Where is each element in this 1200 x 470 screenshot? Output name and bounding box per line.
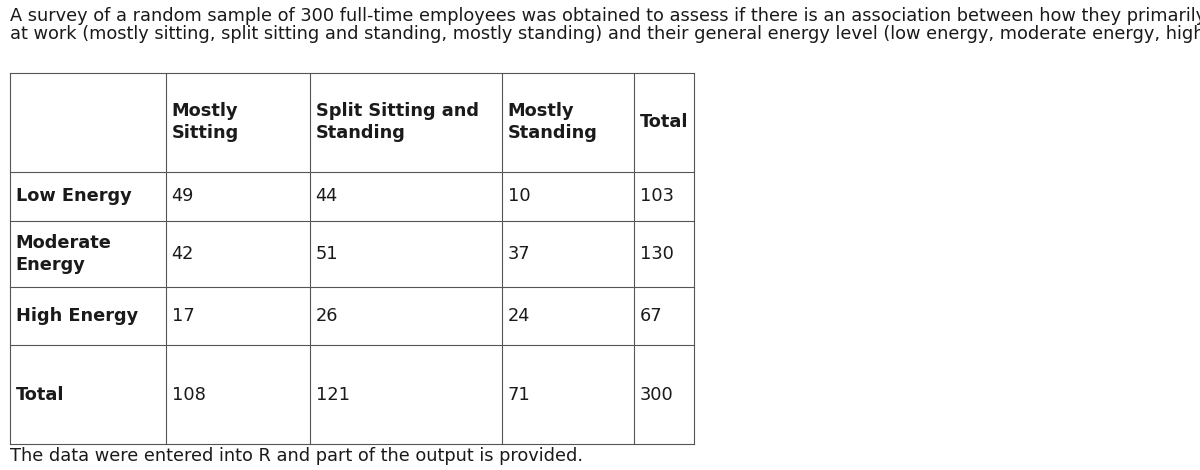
Text: 49: 49 <box>172 187 194 205</box>
Text: The data were entered into R and part of the output is provided.: The data were entered into R and part of… <box>10 447 583 465</box>
Text: 42: 42 <box>172 245 194 263</box>
Text: 130: 130 <box>640 245 673 263</box>
Text: 108: 108 <box>172 386 205 404</box>
Text: Mostly
Standing: Mostly Standing <box>508 102 598 142</box>
Text: 17: 17 <box>172 307 194 325</box>
Text: 103: 103 <box>640 187 673 205</box>
Text: at work (mostly sitting, split sitting and standing, mostly standing) and their : at work (mostly sitting, split sitting a… <box>10 25 1200 43</box>
Text: 71: 71 <box>508 386 530 404</box>
Text: 10: 10 <box>508 187 530 205</box>
Text: Low Energy: Low Energy <box>16 187 131 205</box>
Text: 67: 67 <box>640 307 662 325</box>
Text: 300: 300 <box>640 386 673 404</box>
Text: 26: 26 <box>316 307 338 325</box>
Text: 51: 51 <box>316 245 338 263</box>
Text: 121: 121 <box>316 386 349 404</box>
Text: A survey of a random sample of 300 full-time employees was obtained to assess if: A survey of a random sample of 300 full-… <box>10 7 1200 25</box>
Text: Split Sitting and
Standing: Split Sitting and Standing <box>316 102 479 142</box>
Text: High Energy: High Energy <box>16 307 138 325</box>
Text: 44: 44 <box>316 187 338 205</box>
Text: Mostly
Sitting: Mostly Sitting <box>172 102 239 142</box>
Text: Total: Total <box>640 113 688 131</box>
Text: Total: Total <box>16 386 64 404</box>
Text: 24: 24 <box>508 307 530 325</box>
Text: Moderate
Energy: Moderate Energy <box>16 234 112 274</box>
Text: 37: 37 <box>508 245 530 263</box>
